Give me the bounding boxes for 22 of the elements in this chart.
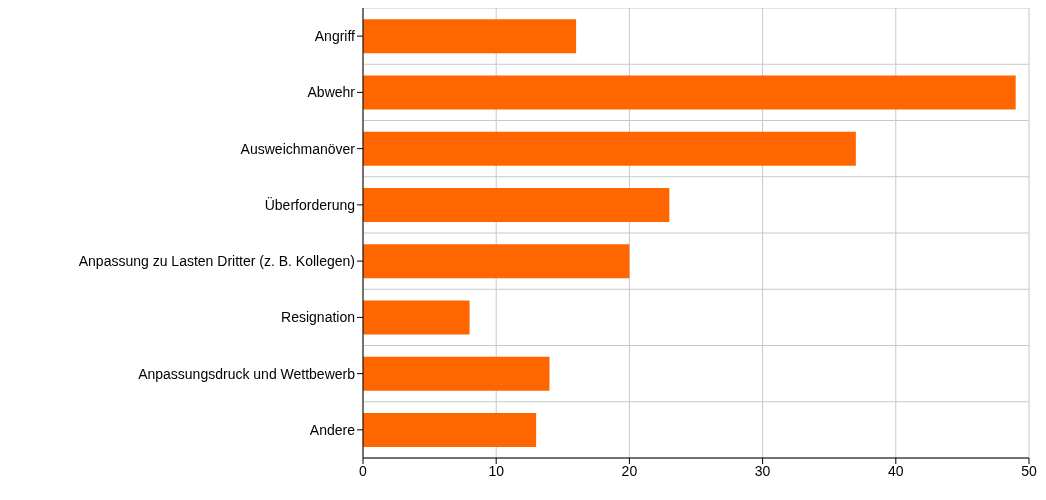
y-tick-label: Angriff (314, 28, 356, 45)
x-tick-label: 0 (359, 462, 368, 479)
bar (363, 19, 577, 54)
y-tick-label: Andere (309, 421, 356, 438)
x-tick-label: 20 (621, 462, 638, 479)
y-tick-label: Resignation (281, 309, 355, 326)
y-tick-label: Abwehr (307, 84, 356, 101)
bar (363, 131, 856, 166)
bar (363, 300, 470, 335)
x-tick-label: 40 (888, 462, 904, 479)
x-tick-label: 30 (754, 462, 771, 479)
bar (363, 75, 1016, 110)
bar (363, 413, 537, 447)
y-tick-label: Anpassung zu Lasten Dritter (z. B. Kollegen) (78, 253, 355, 270)
bar (363, 356, 550, 391)
y-tick-label: Ausweichmanöver (240, 140, 356, 157)
x-tick-label: 10 (488, 462, 505, 479)
bar (363, 188, 670, 222)
bar (363, 244, 630, 279)
y-tick-label: Überforderung (264, 195, 355, 213)
y-tick-label: Anpassungsdruck und Wettbewerb (138, 365, 356, 382)
x-tick-label: 50 (1021, 462, 1037, 479)
